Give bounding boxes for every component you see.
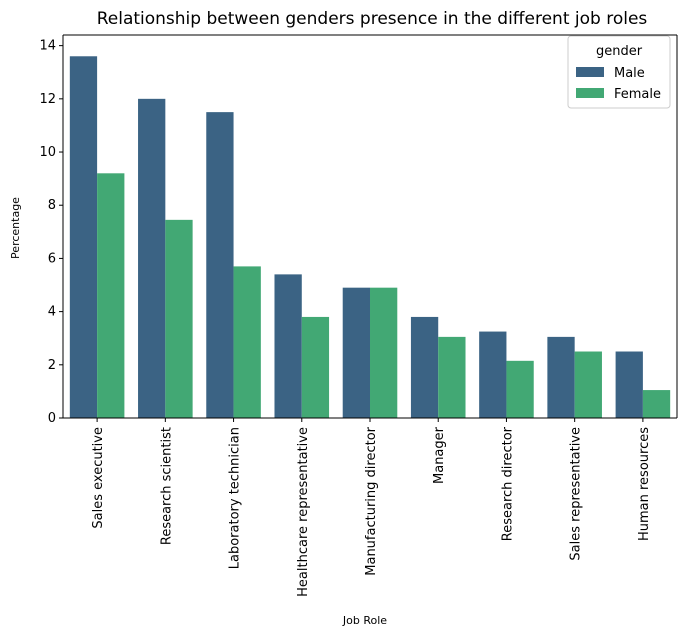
legend-swatch-female	[576, 88, 604, 98]
legend-label-male: Male	[614, 66, 645, 81]
y-tick-label: 6	[48, 251, 56, 266]
bar-male-2	[138, 98, 166, 418]
bar-female-9	[642, 390, 671, 418]
bar-female-6	[438, 336, 466, 418]
x-tick-label: Research director	[500, 426, 515, 541]
bar-female-4	[301, 316, 330, 418]
x-tick-label: Laboratory technician	[228, 427, 243, 569]
bar-male-8	[547, 336, 575, 418]
x-axis-label: Job Role	[342, 614, 387, 627]
x-tick-label: Healthcare representative	[296, 427, 311, 597]
y-tick-label: 4	[48, 305, 56, 320]
bar-male-4	[274, 274, 302, 418]
bar-male-7	[479, 331, 507, 418]
bar-female-7	[506, 360, 534, 418]
bar-male-6	[410, 316, 439, 418]
x-tick-label: Human resources	[637, 427, 652, 541]
chart-title: Relationship between genders presence in…	[97, 9, 648, 29]
x-tick-label: Manufacturing director	[364, 426, 379, 575]
bar-male-5	[342, 287, 370, 418]
y-tick-label: 0	[48, 411, 56, 426]
bar-male-9	[615, 351, 643, 418]
bar-female-1	[97, 173, 125, 418]
bar-female-3	[233, 266, 261, 418]
y-tick-label: 14	[39, 39, 56, 54]
x-tick-label: Research scientist	[159, 427, 174, 545]
y-tick-label: 12	[39, 92, 56, 107]
y-tick-label: 8	[48, 198, 56, 213]
legend: gender Male Female	[567, 35, 671, 109]
bar-male-3	[206, 112, 234, 418]
y-tick-label: 10	[39, 145, 56, 160]
bar-male-1	[69, 56, 98, 419]
bar-female-8	[574, 351, 602, 418]
x-tick-label: Manager	[432, 426, 447, 484]
bar-female-2	[165, 219, 193, 418]
y-axis-label: Percentage	[9, 197, 22, 259]
bar-female-5	[370, 287, 398, 418]
legend-label-female: Female	[614, 87, 661, 102]
legend-swatch-male	[576, 67, 604, 77]
x-tick-label: Sales representative	[569, 427, 584, 561]
plot-area: 0 2 4 6 8 10 12 14 Sales executive Research scien…	[39, 34, 678, 597]
legend-title: gender	[596, 44, 643, 59]
x-tick-label: Sales executive	[91, 427, 106, 529]
y-tick-label: 2	[48, 358, 56, 373]
